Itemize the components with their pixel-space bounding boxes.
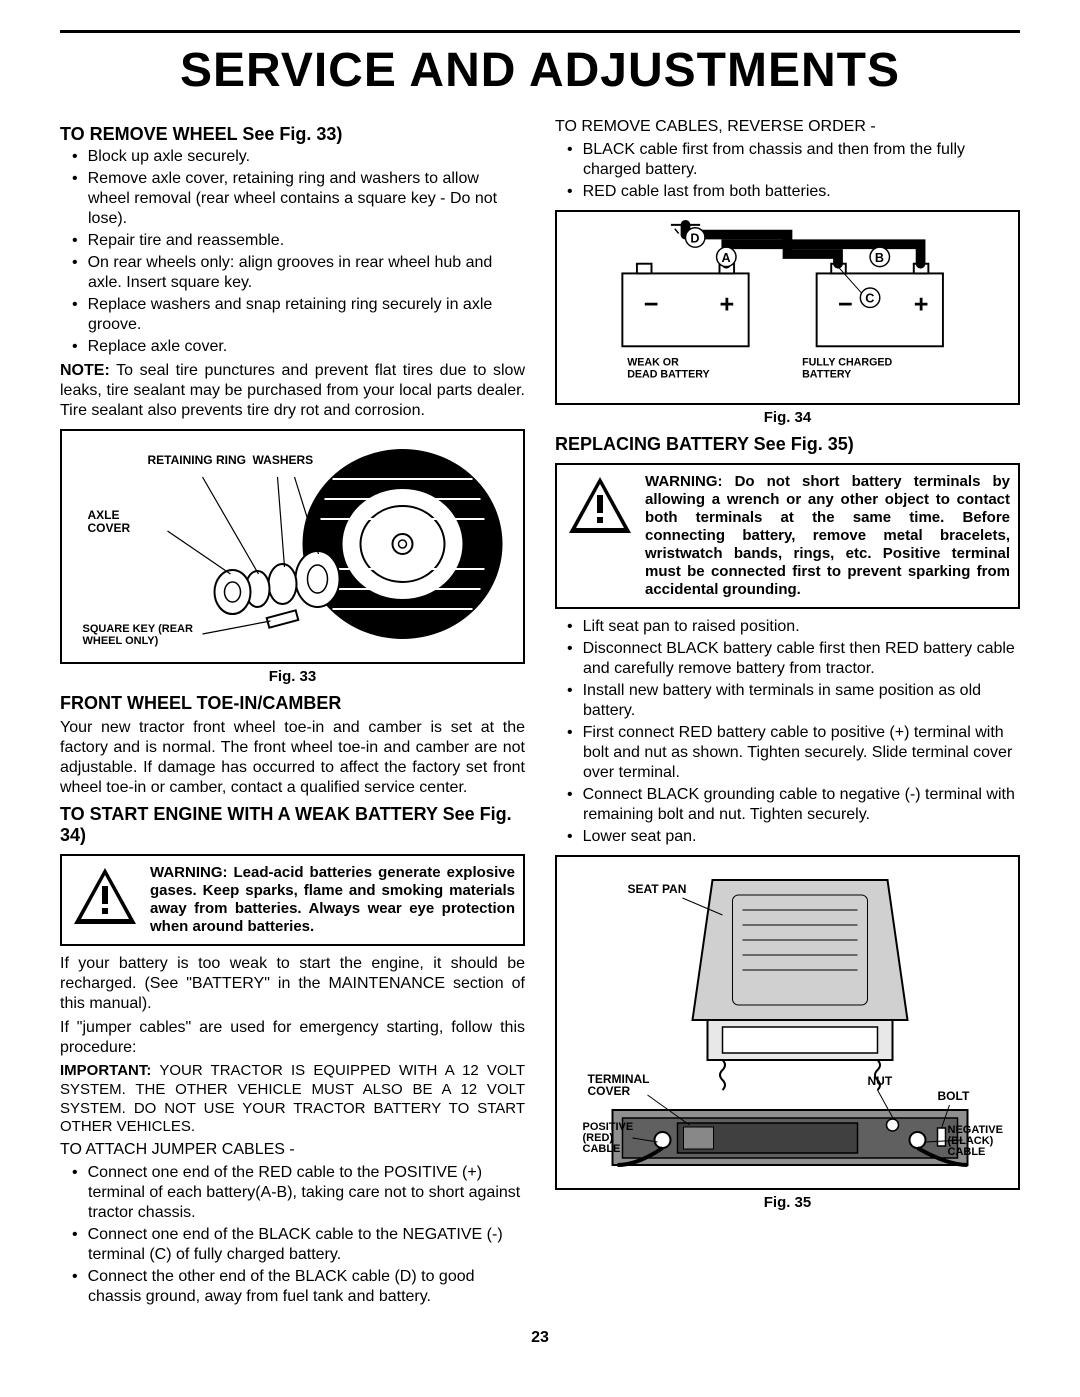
content-columns: TO REMOVE WHEEL See Fig. 33) Block up ax… (60, 118, 1020, 1309)
top-rule (60, 30, 1020, 33)
list-item: Connect BLACK grounding cable to negativ… (583, 785, 1020, 825)
warning-text-2: WARNING: Do not short battery terminals … (645, 473, 1010, 599)
front-wheel-text: Your new tractor front wheel toe-in and … (60, 718, 525, 798)
fig34-label-d: D (690, 231, 699, 245)
figure-33-diagram: RETAINING RING WASHERS AXLECOVER SQUARE … (70, 439, 515, 649)
fig34-label-c: C (865, 292, 874, 306)
list-item: Remove axle cover, retaining ring and wa… (88, 169, 525, 229)
figure-35-box: SEAT PAN TERMINALCOVER NUT BOLT POSITIVE… (555, 855, 1020, 1190)
fig35-label-nut: NUT (868, 1074, 893, 1088)
warning-triangle-icon (70, 864, 140, 929)
weak-battery-important: IMPORTANT: YOUR TRACTOR IS EQUIPPED WITH… (60, 1062, 525, 1137)
fig35-label-seat-pan: SEAT PAN (628, 882, 687, 896)
remove-cables-heading: TO REMOVE CABLES, REVERSE ORDER - (555, 118, 1020, 136)
remove-wheel-list: Block up axle securely. Remove axle cove… (60, 147, 525, 357)
fig35-label-bolt: BOLT (938, 1089, 970, 1103)
fig33-label-washers: WASHERS (253, 453, 314, 467)
fig34-label-b: B (875, 251, 884, 265)
remove-wheel-note: NOTE: To seal tire punctures and prevent… (60, 361, 525, 421)
list-item: BLACK cable first from chassis and then … (583, 140, 1020, 180)
replace-battery-heading: REPLACING BATTERY See Fig. 35) (555, 434, 1020, 455)
fig33-label-axle-cover: AXLECOVER (88, 508, 131, 535)
note-text: To seal tire punctures and prevent flat … (60, 362, 525, 419)
weak-battery-p1: If your battery is too weak to start the… (60, 954, 525, 1014)
svg-text:−: − (644, 290, 659, 318)
fig34-label-weak: WEAK ORDEAD BATTERY (627, 357, 709, 381)
list-item: Connect one end of the BLACK cable to th… (88, 1225, 525, 1265)
left-column: TO REMOVE WHEEL See Fig. 33) Block up ax… (60, 118, 525, 1309)
list-item: Replace washers and snap retaining ring … (88, 295, 525, 335)
list-item: Install new battery with terminals in sa… (583, 681, 1020, 721)
attach-list: Connect one end of the RED cable to the … (60, 1163, 525, 1307)
warning-triangle-icon (565, 473, 635, 538)
warning-text-1: WARNING: Lead-acid batteries generate ex… (150, 864, 515, 936)
page-number: 23 (60, 1329, 1020, 1347)
figure-35-diagram: SEAT PAN TERMINALCOVER NUT BOLT POSITIVE… (565, 865, 1010, 1175)
fig35-label-negative: NEGATIVE(BLACK)CABLE (948, 1124, 1003, 1158)
svg-text:+: + (720, 290, 735, 318)
list-item: RED cable last from both batteries. (583, 182, 1020, 202)
remove-wheel-heading: TO REMOVE WHEEL See Fig. 33) (60, 124, 525, 145)
figure-34-diagram: − + − + A B (565, 220, 1010, 390)
fig35-caption: Fig. 35 (555, 1194, 1020, 1211)
svg-text:+: + (914, 290, 929, 318)
list-item: Block up axle securely. (88, 147, 525, 167)
list-item: On rear wheels only: align grooves in re… (88, 253, 525, 293)
front-wheel-heading: FRONT WHEEL TOE-IN/CAMBER (60, 693, 525, 714)
fig34-label-a: A (721, 251, 730, 265)
page-title: SERVICE AND ADJUSTMENTS (60, 43, 1020, 98)
fig34-label-charged: FULLY CHARGEDBATTERY (802, 357, 892, 381)
fig33-label-retaining: RETAINING RING (148, 453, 246, 467)
weak-battery-p2: If "jumper cables" are used for emergenc… (60, 1018, 525, 1058)
attach-heading: TO ATTACH JUMPER CABLES - (60, 1141, 525, 1159)
fig35-label-terminal-cover: TERMINALCOVER (588, 1072, 650, 1098)
list-item: Lower seat pan. (583, 827, 1020, 847)
remove-cables-list: BLACK cable first from chassis and then … (555, 140, 1020, 202)
warning-box-1: WARNING: Lead-acid batteries generate ex… (60, 854, 525, 946)
list-item: Connect one end of the RED cable to the … (88, 1163, 525, 1223)
warning-box-2: WARNING: Do not short battery terminals … (555, 463, 1020, 609)
figure-33-box: RETAINING RING WASHERS AXLECOVER SQUARE … (60, 429, 525, 664)
important-label: IMPORTANT: (60, 1062, 151, 1079)
list-item: Lift seat pan to raised position. (583, 617, 1020, 637)
note-label: NOTE: (60, 362, 110, 379)
list-item: Replace axle cover. (88, 337, 525, 357)
figure-34-box: − + − + A B (555, 210, 1020, 405)
fig34-caption: Fig. 34 (555, 409, 1020, 426)
list-item: Repair tire and reassemble. (88, 231, 525, 251)
fig33-caption: Fig. 33 (60, 668, 525, 685)
list-item: Disconnect BLACK battery cable first the… (583, 639, 1020, 679)
list-item: First connect RED battery cable to posit… (583, 723, 1020, 783)
replace-battery-list: Lift seat pan to raised position. Discon… (555, 617, 1020, 847)
weak-battery-heading: TO START ENGINE WITH A WEAK BATTERY See … (60, 804, 525, 846)
fig33-label-square-key: SQUARE KEY (REARWHEEL ONLY) (83, 623, 193, 647)
right-column: TO REMOVE CABLES, REVERSE ORDER - BLACK … (555, 118, 1020, 1309)
svg-text:−: − (838, 290, 853, 318)
list-item: Connect the other end of the BLACK cable… (88, 1267, 525, 1307)
